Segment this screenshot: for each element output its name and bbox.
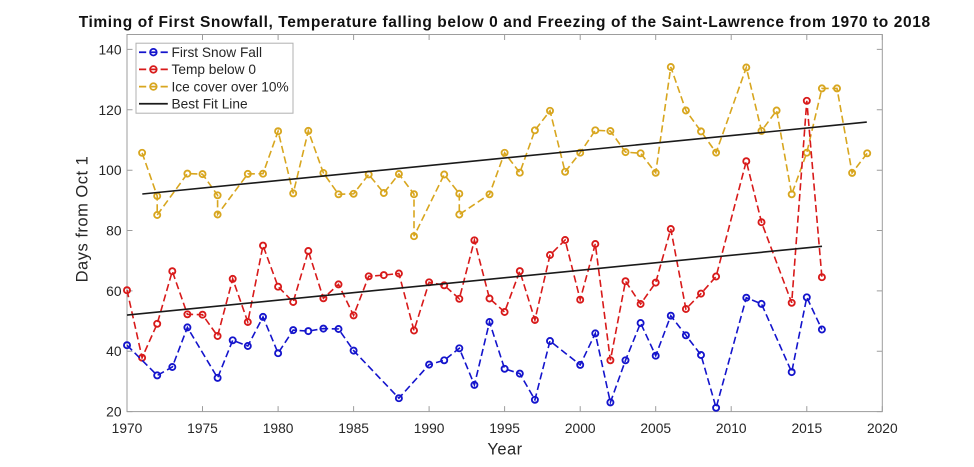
svg-text:Year: Year bbox=[487, 440, 522, 458]
svg-text:Timing of First Snowfall, Temp: Timing of First Snowfall, Temperature fa… bbox=[79, 14, 931, 31]
svg-text:1985: 1985 bbox=[338, 421, 369, 436]
svg-text:40: 40 bbox=[106, 344, 122, 359]
svg-text:2005: 2005 bbox=[640, 421, 671, 436]
svg-text:1970: 1970 bbox=[112, 421, 143, 436]
svg-text:Best Fit Line: Best Fit Line bbox=[172, 97, 248, 112]
svg-text:140: 140 bbox=[98, 42, 121, 57]
svg-text:1995: 1995 bbox=[489, 421, 520, 436]
svg-text:80: 80 bbox=[106, 224, 122, 239]
svg-text:1975: 1975 bbox=[187, 421, 218, 436]
svg-text:Days from Oct 1: Days from Oct 1 bbox=[74, 156, 92, 283]
svg-text:First Snow Fall: First Snow Fall bbox=[172, 45, 263, 60]
svg-text:60: 60 bbox=[106, 284, 122, 299]
svg-text:2000: 2000 bbox=[565, 421, 596, 436]
svg-text:2020: 2020 bbox=[867, 421, 898, 436]
svg-text:1980: 1980 bbox=[263, 421, 294, 436]
svg-text:1990: 1990 bbox=[414, 421, 445, 436]
svg-text:2010: 2010 bbox=[716, 421, 747, 436]
svg-text:100: 100 bbox=[98, 163, 121, 178]
svg-text:2015: 2015 bbox=[791, 421, 822, 436]
svg-text:Ice cover over 10%: Ice cover over 10% bbox=[172, 79, 289, 94]
svg-text:Temp below 0: Temp below 0 bbox=[172, 62, 257, 77]
svg-text:120: 120 bbox=[98, 103, 121, 118]
svg-text:20: 20 bbox=[106, 405, 122, 420]
